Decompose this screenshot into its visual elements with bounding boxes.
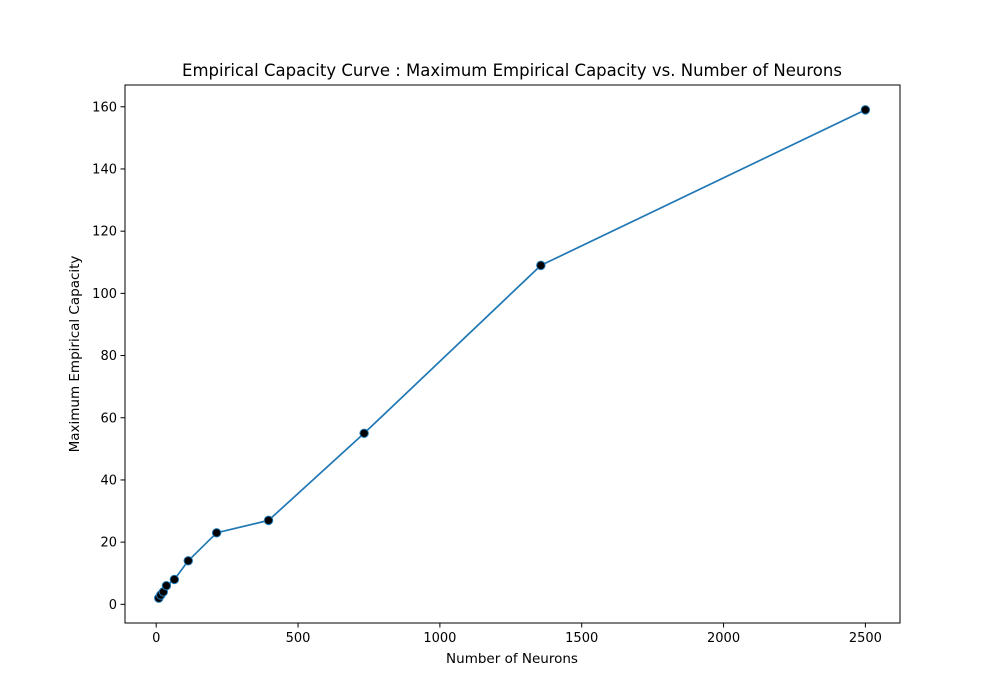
y-tick-label: 60 — [100, 411, 117, 426]
data-point — [359, 428, 369, 438]
x-tick-label: 2000 — [707, 631, 740, 646]
y-tick-label: 160 — [92, 100, 117, 115]
data-point — [860, 105, 871, 115]
x-axis-label: Number of Neurons — [446, 651, 578, 667]
data-point — [161, 580, 172, 591]
y-axis-label: Maximum Empirical Capacity — [67, 256, 83, 453]
y-tick-label: 140 — [92, 162, 117, 177]
y-tick-label: 20 — [100, 536, 117, 551]
y-tick-label: 120 — [92, 225, 117, 240]
data-point — [536, 260, 546, 271]
x-tick-label: 1000 — [423, 631, 456, 646]
x-tick-label: 500 — [286, 631, 311, 646]
axes-frame — [124, 84, 901, 624]
chart-title: Empirical Capacity Curve : Maximum Empir… — [182, 61, 842, 80]
x-tick-label: 1500 — [565, 631, 598, 646]
x-tick-label: 2500 — [849, 631, 882, 646]
data-point — [169, 574, 180, 585]
y-tick-label: 40 — [100, 473, 117, 488]
data-point — [263, 515, 274, 526]
y-tick-label: 80 — [100, 349, 117, 364]
y-tick-label: 100 — [92, 287, 117, 302]
series-line — [157, 109, 867, 599]
data-point — [211, 528, 222, 538]
plot-area: 0 500 1000 1500 2000 2500 0 20 40 60 80 100 120 140 16… — [92, 84, 901, 646]
x-tick-label: 0 — [152, 631, 160, 646]
y-tick-label: 0 — [109, 598, 117, 613]
data-point — [183, 556, 193, 566]
